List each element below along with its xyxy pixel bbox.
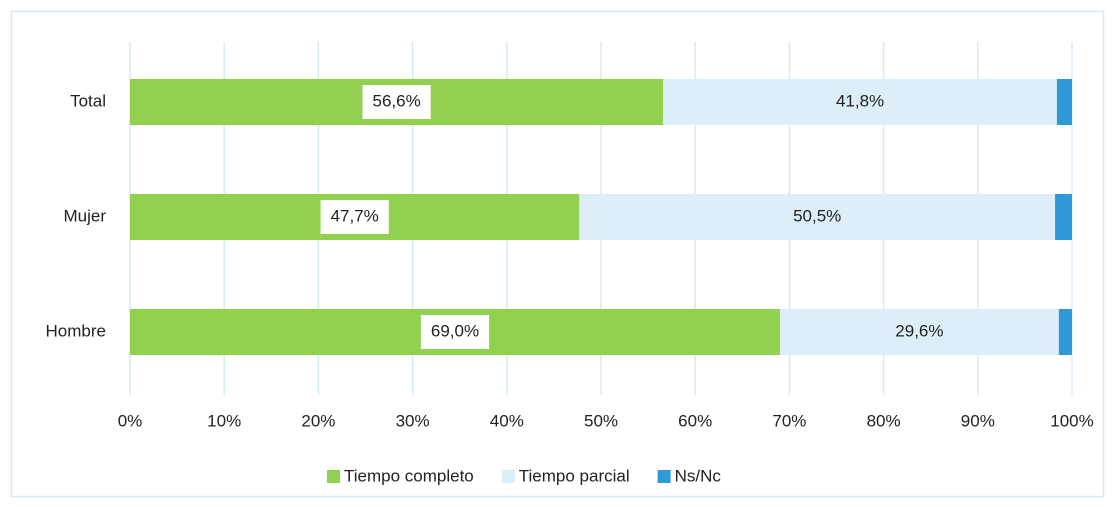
data-label: 56,6%: [372, 91, 420, 110]
data-label: 29,6%: [895, 321, 943, 340]
x-tick-label: 40%: [490, 411, 524, 430]
bar-segment: [1058, 309, 1072, 355]
legend-label: Tiempo parcial: [519, 466, 630, 485]
bar-segment: [579, 194, 1056, 240]
legend-swatch: [327, 470, 340, 483]
legend-label: Ns/Nc: [675, 466, 722, 485]
y-tick-label: Hombre: [46, 321, 106, 340]
x-tick-label: 0%: [118, 411, 143, 430]
x-tick-label: 50%: [584, 411, 618, 430]
data-label-box: [362, 85, 431, 119]
data-label: 41,8%: [836, 91, 884, 110]
data-label: 50,5%: [793, 206, 841, 225]
data-label-box: [420, 315, 490, 349]
x-tick-label: 70%: [772, 411, 806, 430]
data-label: 47,7%: [331, 206, 379, 225]
data-label-box: [320, 200, 389, 234]
data-label: 69,0%: [431, 321, 479, 340]
legend-swatch: [501, 470, 515, 483]
x-tick-label: 30%: [396, 411, 430, 430]
x-tick-label: 100%: [1050, 411, 1093, 430]
legend-swatch: [657, 470, 671, 483]
y-tick-label: Total: [70, 91, 106, 110]
bar-segment: [779, 309, 1059, 355]
bar-segment: [1056, 79, 1072, 125]
legend-label: Tiempo completo: [344, 466, 474, 485]
x-tick-label: 80%: [867, 411, 901, 430]
x-tick-label: 90%: [961, 411, 995, 430]
bar-segment: [1055, 194, 1072, 240]
x-tick-label: 60%: [678, 411, 712, 430]
y-tick-label: Mujer: [63, 206, 106, 225]
x-tick-label: 10%: [207, 411, 241, 430]
bar-segment: [663, 79, 1057, 125]
x-tick-label: 20%: [301, 411, 335, 430]
